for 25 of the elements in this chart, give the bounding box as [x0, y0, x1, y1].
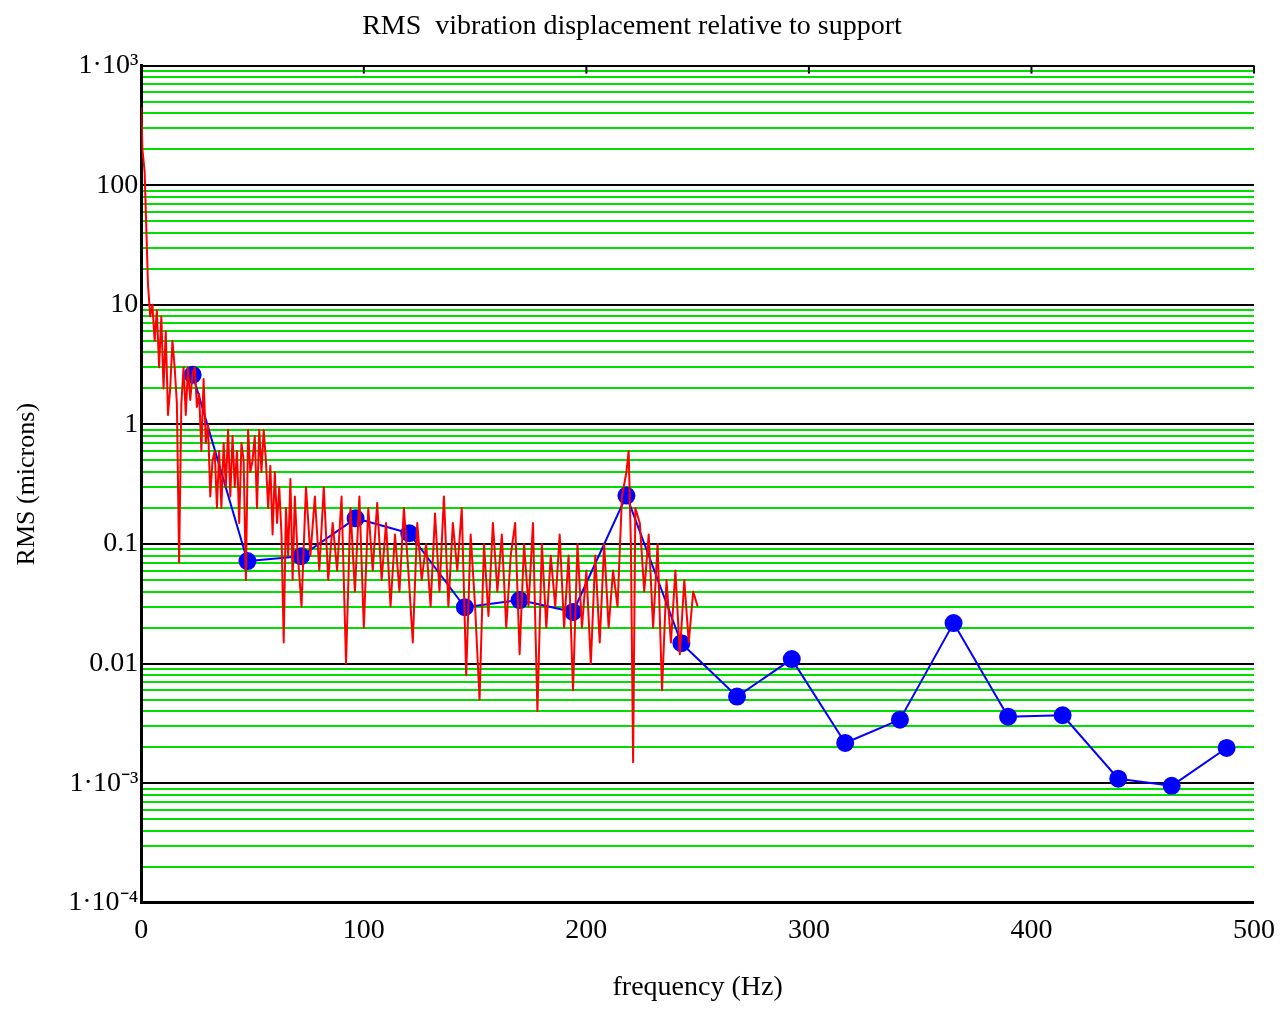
x-axis-title: frequency (Hz): [612, 969, 783, 1001]
point: [1162, 776, 1181, 795]
point: [728, 687, 747, 706]
point: [782, 650, 801, 669]
point: [1217, 738, 1236, 757]
point: [944, 614, 963, 633]
y-tick-label: 1: [124, 406, 139, 438]
y-tick-label: 1·10⁻³: [69, 765, 139, 797]
point: [1109, 769, 1128, 788]
y-tick-label: 10: [110, 287, 139, 319]
point: [890, 710, 909, 729]
point: [999, 707, 1018, 726]
point: [836, 733, 855, 752]
y-tick-label: 1·10³: [78, 47, 139, 79]
y-tick-label: 0.1: [103, 526, 139, 558]
x-tick-label: 200: [565, 912, 608, 944]
y-tick-label: 0.01: [89, 645, 139, 677]
y-tick-label: 100: [96, 167, 139, 199]
x-tick-label: 300: [787, 912, 830, 944]
y-axis-title: RMS (microns): [11, 402, 41, 566]
chart-title: RMS vibration displacement relative to support: [362, 9, 903, 41]
point: [1053, 706, 1072, 725]
x-tick-label: 400: [1010, 912, 1053, 944]
x-tick-label: 100: [342, 912, 385, 944]
x-tick-label: 500: [1233, 912, 1275, 944]
